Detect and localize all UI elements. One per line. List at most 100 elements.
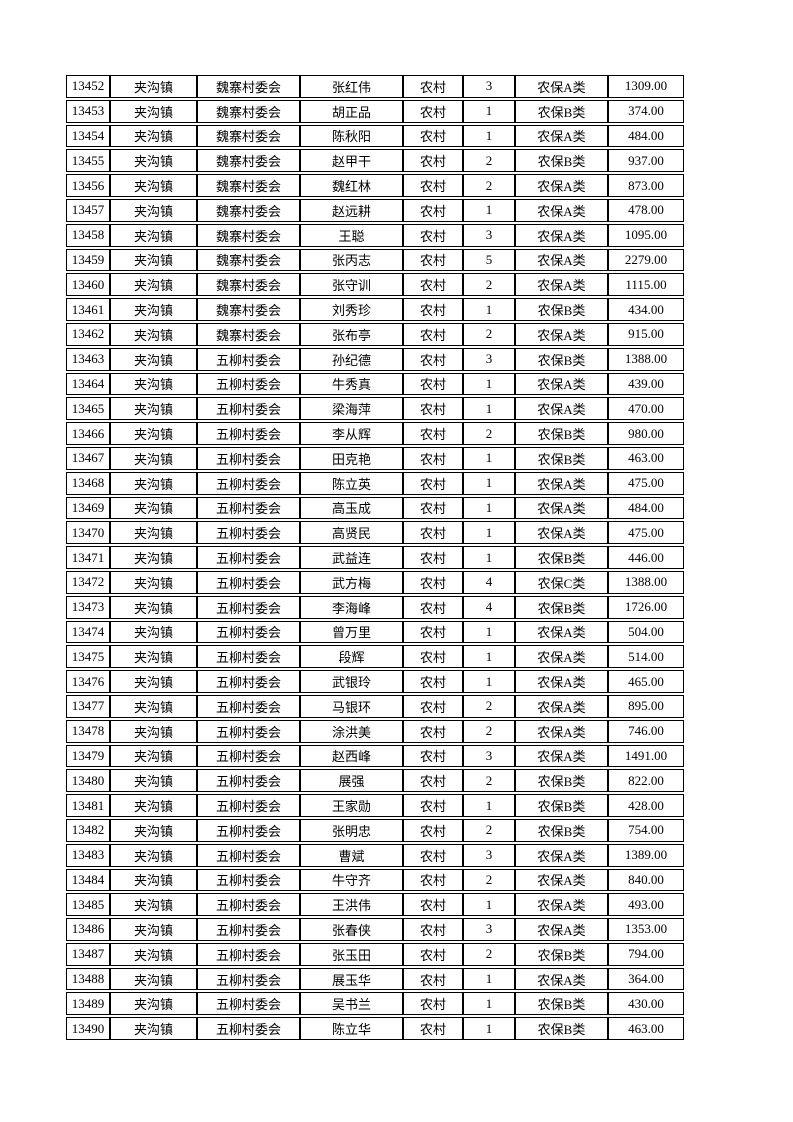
- cell-id: 13461: [66, 298, 110, 321]
- cell-name: 涂洪美: [300, 719, 403, 743]
- cell-count: 1: [463, 645, 515, 669]
- cell-name: 曾万里: [300, 620, 403, 644]
- cell-village: 五柳村委会: [197, 942, 300, 966]
- cell-residence: 农村: [403, 992, 463, 1016]
- table-row: 13466 夹沟镇 五柳村委会 李从辉 农村 2 农保B类 980.00: [66, 422, 684, 445]
- table-row: 13463 夹沟镇 五柳村委会 孙纪德 农村 3 农保B类 1388.00: [66, 347, 684, 371]
- cell-name: 陈秋阳: [300, 124, 403, 148]
- cell-name: 张明忠: [300, 818, 403, 842]
- table-row: 13457 夹沟镇 魏寨村委会 赵远耕 农村 1 农保A类 478.00: [66, 198, 684, 222]
- cell-residence: 农村: [403, 347, 463, 371]
- cell-residence: 农村: [403, 372, 463, 396]
- cell-count: 3: [463, 918, 515, 941]
- cell-residence: 农村: [403, 149, 463, 173]
- cell-category: 农保B类: [515, 992, 608, 1016]
- cell-category: 农保A类: [515, 620, 608, 644]
- cell-id: 13477: [66, 694, 110, 718]
- table-row: 13487 夹沟镇 五柳村委会 张玉田 农村 2 农保B类 794.00: [66, 942, 684, 966]
- cell-amount: 446.00: [608, 546, 684, 569]
- cell-amount: 470.00: [608, 397, 684, 421]
- cell-amount: 475.00: [608, 471, 684, 495]
- cell-residence: 农村: [403, 273, 463, 297]
- cell-residence: 农村: [403, 942, 463, 966]
- cell-village: 魏寨村委会: [197, 174, 300, 197]
- payment-roster-table: 13452 夹沟镇 魏寨村委会 张红伟 农村 3 农保A类 1309.00 13453 夹沟镇 魏寨…: [66, 73, 684, 1042]
- cell-village: 五柳村委会: [197, 992, 300, 1016]
- cell-town: 夹沟镇: [110, 818, 197, 842]
- cell-name: 王聪: [300, 223, 403, 247]
- cell-count: 1: [463, 397, 515, 421]
- cell-town: 夹沟镇: [110, 694, 197, 718]
- cell-town: 夹沟镇: [110, 521, 197, 545]
- table-row: 13459 夹沟镇 魏寨村委会 张丙志 农村 5 农保A类 2279.00: [66, 248, 684, 272]
- cell-id: 13490: [66, 1017, 110, 1041]
- table-row: 13485 夹沟镇 五柳村委会 王洪伟 农村 1 农保A类 493.00: [66, 893, 684, 917]
- cell-id: 13467: [66, 446, 110, 470]
- cell-village: 魏寨村委会: [197, 124, 300, 148]
- cell-amount: 374.00: [608, 99, 684, 123]
- cell-count: 3: [463, 843, 515, 867]
- cell-id: 13486: [66, 918, 110, 941]
- cell-village: 五柳村委会: [197, 397, 300, 421]
- cell-residence: 农村: [403, 843, 463, 867]
- cell-amount: 434.00: [608, 298, 684, 321]
- cell-village: 五柳村委会: [197, 967, 300, 991]
- cell-amount: 514.00: [608, 645, 684, 669]
- cell-id: 13455: [66, 149, 110, 173]
- cell-residence: 农村: [403, 521, 463, 545]
- cell-id: 13452: [66, 75, 110, 98]
- cell-id: 13465: [66, 397, 110, 421]
- cell-residence: 农村: [403, 694, 463, 718]
- table-row: 13454 夹沟镇 魏寨村委会 陈秋阳 农村 1 农保A类 484.00: [66, 124, 684, 148]
- cell-town: 夹沟镇: [110, 893, 197, 917]
- cell-amount: 1491.00: [608, 744, 684, 768]
- cell-town: 夹沟镇: [110, 422, 197, 445]
- cell-residence: 农村: [403, 620, 463, 644]
- cell-town: 夹沟镇: [110, 868, 197, 892]
- cell-village: 五柳村委会: [197, 496, 300, 520]
- cell-id: 13454: [66, 124, 110, 148]
- cell-village: 魏寨村委会: [197, 322, 300, 346]
- cell-residence: 农村: [403, 99, 463, 123]
- cell-amount: 430.00: [608, 992, 684, 1016]
- cell-count: 2: [463, 868, 515, 892]
- cell-name: 张布亭: [300, 322, 403, 346]
- cell-count: 3: [463, 347, 515, 371]
- cell-village: 五柳村委会: [197, 620, 300, 644]
- cell-amount: 915.00: [608, 322, 684, 346]
- table-row: 13467 夹沟镇 五柳村委会 田克艳 农村 1 农保B类 463.00: [66, 446, 684, 470]
- cell-town: 夹沟镇: [110, 174, 197, 197]
- table-row: 13475 夹沟镇 五柳村委会 段辉 农村 1 农保A类 514.00: [66, 645, 684, 669]
- cell-count: 2: [463, 322, 515, 346]
- cell-amount: 475.00: [608, 521, 684, 545]
- cell-count: 1: [463, 546, 515, 569]
- cell-id: 13483: [66, 843, 110, 867]
- cell-category: 农保B类: [515, 1017, 608, 1041]
- cell-town: 夹沟镇: [110, 843, 197, 867]
- cell-category: 农保A类: [515, 75, 608, 98]
- cell-id: 13484: [66, 868, 110, 892]
- cell-residence: 农村: [403, 1017, 463, 1041]
- cell-name: 张红伟: [300, 75, 403, 98]
- cell-id: 13456: [66, 174, 110, 197]
- cell-category: 农保B类: [515, 149, 608, 173]
- cell-category: 农保A类: [515, 918, 608, 941]
- cell-town: 夹沟镇: [110, 397, 197, 421]
- cell-category: 农保B类: [515, 446, 608, 470]
- cell-count: 4: [463, 595, 515, 619]
- cell-residence: 农村: [403, 471, 463, 495]
- cell-name: 李从辉: [300, 422, 403, 445]
- cell-village: 魏寨村委会: [197, 248, 300, 272]
- cell-amount: 1115.00: [608, 273, 684, 297]
- cell-village: 魏寨村委会: [197, 99, 300, 123]
- cell-category: 农保A类: [515, 893, 608, 917]
- cell-count: 1: [463, 496, 515, 520]
- cell-town: 夹沟镇: [110, 322, 197, 346]
- cell-count: 1: [463, 124, 515, 148]
- cell-residence: 农村: [403, 893, 463, 917]
- cell-residence: 农村: [403, 223, 463, 247]
- cell-name: 高贤民: [300, 521, 403, 545]
- cell-amount: 937.00: [608, 149, 684, 173]
- cell-category: 农保A类: [515, 670, 608, 693]
- table-row: 13474 夹沟镇 五柳村委会 曾万里 农村 1 农保A类 504.00: [66, 620, 684, 644]
